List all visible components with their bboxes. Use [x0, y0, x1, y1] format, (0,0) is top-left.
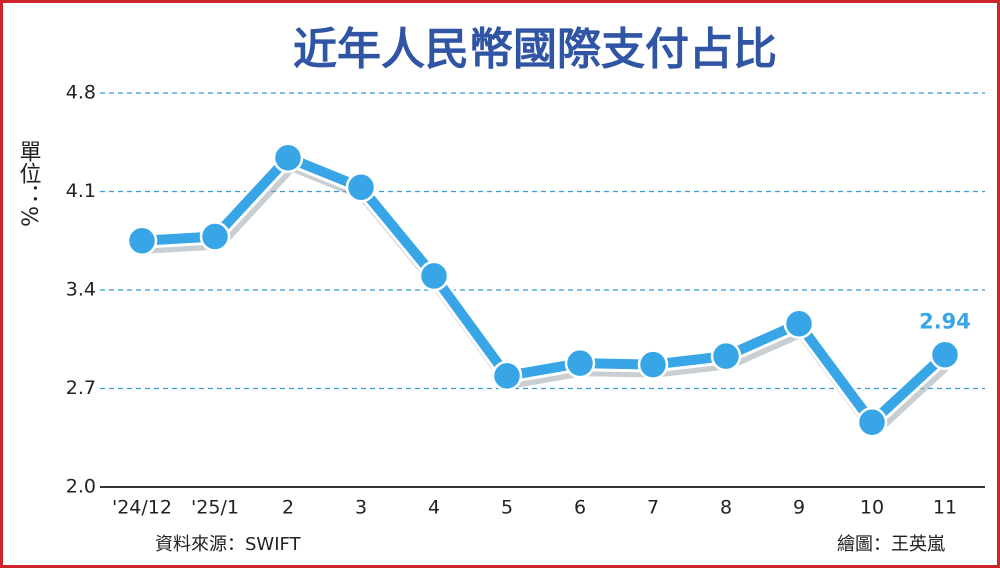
point: [199, 221, 231, 252]
point: [564, 347, 596, 379]
point: [126, 225, 158, 256]
x-tick-label: 10: [860, 497, 884, 519]
chart-title: 近年人民幣國際支付占比: [293, 24, 777, 75]
x-tick-label: 5: [501, 497, 513, 519]
y-tick-label: 2.7: [66, 377, 96, 399]
x-tick-label: 11: [933, 497, 957, 519]
x-tick-label: 4: [428, 497, 440, 519]
unit-label: 單位：%: [16, 140, 42, 227]
y-tick-label: 4.1: [66, 180, 96, 202]
y-tick-label: 2.0: [66, 476, 96, 498]
line: [141, 152, 949, 428]
x-tick-label: 8: [720, 497, 732, 519]
source: 資料來源：SWIFT: [155, 534, 302, 555]
data-label: 2.94: [919, 310, 971, 334]
x-tick-label: '24/12: [112, 497, 172, 519]
credit: 繪圖：王英嵐: [837, 534, 945, 555]
x-tick-label: 3: [355, 497, 367, 519]
point: [783, 308, 815, 340]
x-tick-label: 7: [647, 497, 659, 519]
point: [637, 349, 669, 380]
x-tick-label: '25/1: [191, 497, 239, 519]
x-tick-label: 6: [574, 497, 586, 519]
point: [491, 360, 523, 392]
point: [345, 172, 377, 203]
x-tick-label: 9: [793, 497, 805, 519]
point: [856, 407, 888, 438]
y-tick-label: 3.4: [66, 279, 96, 301]
x-tick-label: 2: [282, 497, 294, 519]
point: [272, 142, 304, 173]
point: [710, 340, 742, 372]
y-tick-label: 4.8: [66, 82, 96, 104]
point: [929, 339, 961, 370]
point: [418, 260, 450, 292]
